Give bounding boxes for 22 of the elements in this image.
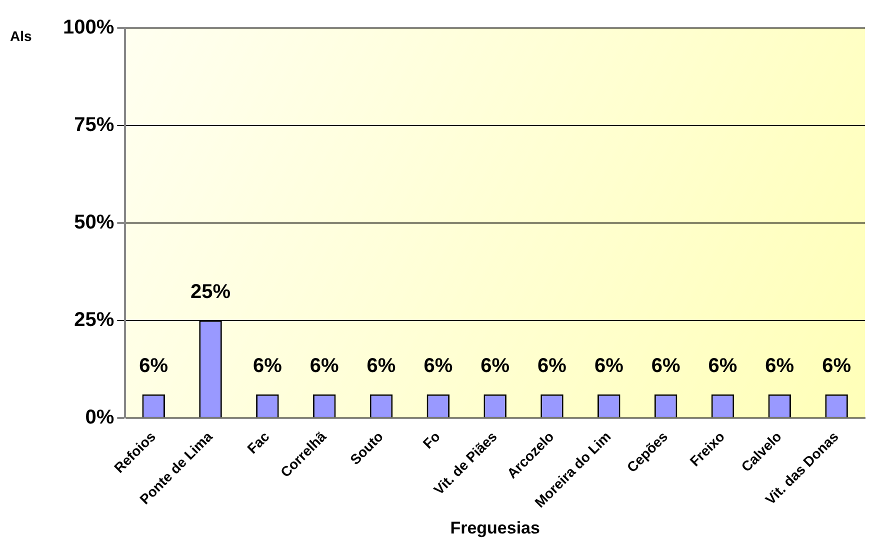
data-label: 6% [708, 354, 738, 377]
data-label: 6% [366, 354, 396, 377]
data-label: 25% [190, 280, 231, 303]
data-label: 6% [252, 354, 282, 377]
data-label: 6% [424, 354, 453, 377]
x-axis-title: Freguesias [450, 518, 540, 538]
data-label: 6% [538, 354, 567, 377]
data-label: 6% [310, 354, 340, 377]
y-tick-label: 0% [85, 406, 114, 428]
data-label: 6% [765, 354, 794, 377]
x-tick-label: Fo [420, 428, 444, 452]
y-tick-label: 50% [74, 211, 114, 234]
y-tick-label: 75% [74, 114, 114, 136]
data-label: 6% [651, 354, 680, 377]
data-label: 6% [139, 354, 168, 377]
y-axis-title: Als [10, 28, 32, 44]
y-tick-label: 25% [74, 308, 114, 331]
x-tick-label: Fac [244, 428, 272, 457]
data-label: 6% [480, 354, 510, 377]
data-label: 6% [594, 354, 624, 377]
y-tick-label: 100% [62, 16, 114, 39]
data-label: 6% [822, 354, 852, 377]
